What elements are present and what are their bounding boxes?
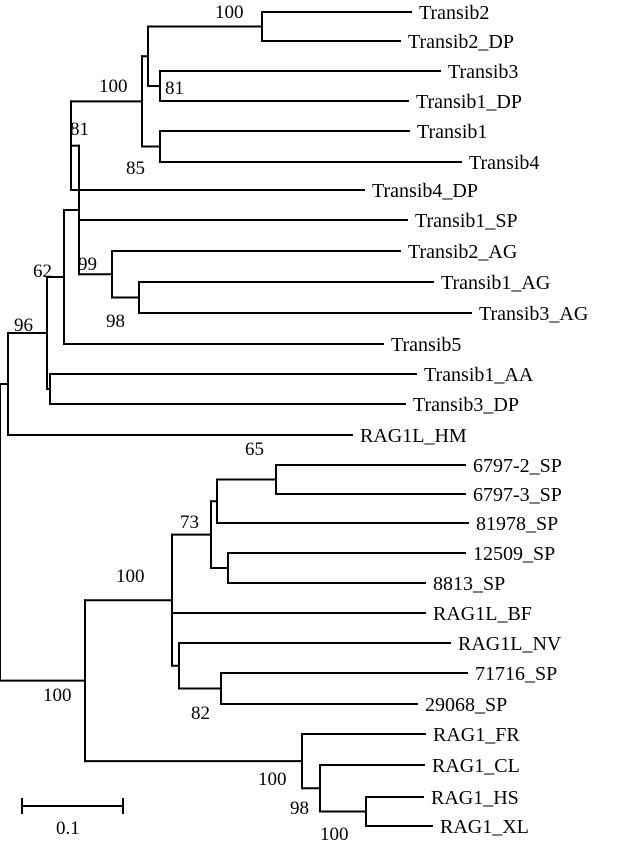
bootstrap-support-value: 99 [78, 254, 97, 275]
bootstrap-support-value: 98 [106, 311, 125, 332]
bootstrap-support-value: 100 [320, 824, 349, 842]
leaf-label: 12509_SP [473, 543, 555, 565]
leaf-label: RAG1_FR [433, 724, 520, 746]
bootstrap-support-value: 81 [165, 78, 184, 99]
leaf-label: RAG1L_BF [433, 603, 532, 625]
bootstrap-support-value: 96 [14, 315, 33, 336]
bootstrap-support-value: 81 [70, 119, 89, 140]
leaf-label: Transib1_SP [415, 210, 518, 232]
leaf-label: 29068_SP [425, 694, 507, 716]
bootstrap-support-value: 82 [191, 703, 210, 724]
tree-branches [0, 11, 472, 827]
leaf-label: RAG1_XL [440, 816, 529, 838]
bootstrap-support-value: 65 [245, 439, 264, 460]
leaf-label: Transib1_DP [416, 91, 522, 113]
leaf-label: Transib4 [469, 152, 539, 174]
leaf-label: 81978_SP [476, 513, 558, 535]
leaf-label: 6797-2_SP [473, 455, 562, 477]
leaf-label: Transib5 [391, 334, 461, 356]
scale-bar-label: 0.1 [56, 818, 80, 839]
leaf-label: Transib2 [419, 2, 489, 24]
leaf-label: RAG1L_HM [360, 425, 467, 447]
leaf-label: RAG1_HS [431, 787, 519, 809]
leaf-label: Transib3_AG [479, 303, 588, 325]
bootstrap-support-value: 73 [180, 512, 199, 533]
leaf-label: 8813_SP [433, 573, 505, 595]
bootstrap-support-value: 85 [126, 158, 145, 179]
leaf-label: Transib1_AG [441, 272, 550, 294]
leaf-label: Transib2_DP [408, 31, 514, 53]
bootstrap-support-value: 100 [116, 566, 145, 587]
leaf-label: Transib2_AG [408, 241, 517, 263]
leaf-label: Transib3 [448, 61, 518, 83]
leaf-label: Transib4_DP [372, 180, 478, 202]
leaf-labels: Transib2 Transib2_DP Transib3 Transib1_DP Tr… [360, 2, 588, 838]
bootstrap-support-value: 100 [43, 685, 72, 706]
bootstrap-support-value: 98 [290, 798, 309, 819]
leaf-label: Transib1 [417, 121, 487, 143]
leaf-label: RAG1L_NV [458, 633, 562, 655]
bootstrap-support-value: 62 [33, 261, 52, 282]
scale-bar: 0.1 [21, 798, 124, 839]
leaf-label: Transib1_AA [424, 364, 534, 386]
bootstrap-support-value: 100 [258, 769, 287, 790]
bootstrap-support-value: 100 [215, 2, 244, 23]
leaf-label: 6797-3_SP [473, 484, 562, 506]
leaf-label: 71716_SP [475, 663, 557, 685]
bootstrap-support-value: 100 [99, 76, 128, 97]
leaf-label: RAG1_CL [432, 755, 520, 777]
leaf-label: Transib3_DP [413, 394, 519, 416]
